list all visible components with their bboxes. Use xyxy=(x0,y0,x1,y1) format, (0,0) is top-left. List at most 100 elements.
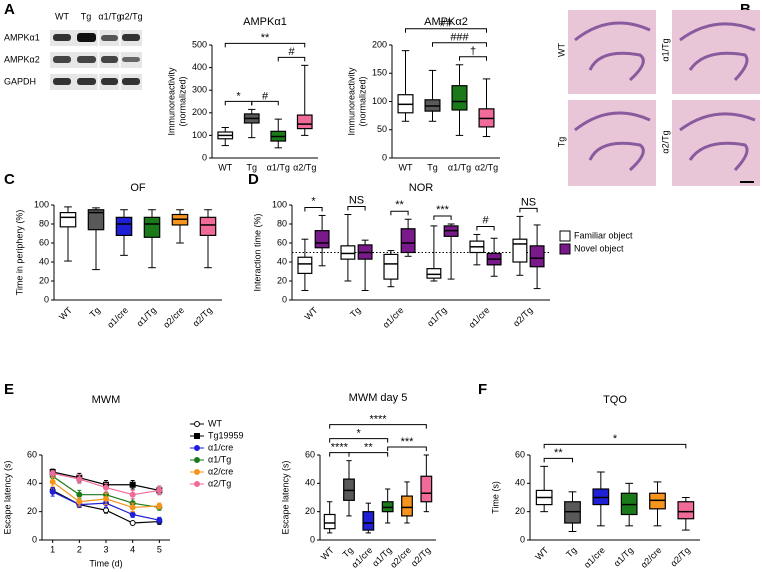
significance-label: ### xyxy=(450,32,469,44)
marker xyxy=(103,495,109,502)
chart-title: OF xyxy=(130,182,146,194)
panel-letter: D xyxy=(248,171,259,188)
y-axis-label: Time in periphery (%) xyxy=(14,210,24,296)
marker xyxy=(49,478,56,485)
box xyxy=(400,228,416,254)
legend-label: Novel object xyxy=(574,243,624,253)
legend-label: α1/Tg xyxy=(208,454,231,464)
x-tick-label: α1/cre xyxy=(105,305,130,330)
x-tick-label: Tg xyxy=(246,162,257,172)
marker xyxy=(129,520,136,526)
marker xyxy=(103,507,109,514)
y-tick-label: 20 xyxy=(39,275,49,285)
significance-label: *** xyxy=(436,204,450,216)
significance-bracket xyxy=(348,452,389,457)
x-tick-label: 4 xyxy=(130,544,135,554)
band xyxy=(101,35,118,41)
marker xyxy=(49,470,56,477)
band xyxy=(77,78,96,85)
marker xyxy=(156,487,163,494)
x-axis-label: Time (d) xyxy=(89,558,122,568)
x-tick-label: α1/cre xyxy=(381,305,406,330)
y-tick-label: 80 xyxy=(39,218,49,228)
y-tick-label: 500 xyxy=(192,39,207,49)
significance-label: # xyxy=(262,90,269,102)
y-tick-label: 100 xyxy=(272,199,287,209)
western-blot: WT Tg α1/Tg α2/Tg AMPKα1 AMPKα2 GAPDH xyxy=(4,11,143,92)
legend-marker xyxy=(194,445,200,451)
marker xyxy=(129,504,136,511)
band xyxy=(53,34,71,41)
y-tick-label: 0 xyxy=(282,294,287,304)
section-label: α2/Tg xyxy=(660,130,670,153)
box xyxy=(383,253,399,280)
marker xyxy=(156,503,163,509)
significance-bracket xyxy=(277,56,306,62)
x-tick-label: α2/Tg xyxy=(475,162,498,172)
cell-layer xyxy=(574,21,651,82)
box xyxy=(512,238,528,263)
x-tick-label: α1/cre xyxy=(350,545,375,570)
y-tick-label: 60 xyxy=(515,449,525,459)
y-tick-label: 40 xyxy=(39,256,49,266)
significance-bracket xyxy=(543,443,687,449)
section-label: α1/Tg xyxy=(660,38,670,61)
row-label: AMPKα2 xyxy=(4,54,40,64)
band xyxy=(77,33,96,42)
chart-title: AMPKα1 xyxy=(243,16,287,28)
marker xyxy=(129,491,136,498)
lane-label: α1/Tg xyxy=(98,11,121,21)
x-tick-label: Tg xyxy=(341,545,356,560)
legend-marker xyxy=(194,421,200,427)
y-tick-label: 60 xyxy=(305,449,315,459)
significance-bracket xyxy=(329,438,389,443)
x-tick-label: α1/cre xyxy=(582,545,607,570)
x-tick-label: α1/cre xyxy=(467,305,492,330)
y-tick-label: 100 xyxy=(192,130,207,140)
box xyxy=(297,256,313,274)
significance-bracket xyxy=(390,210,409,216)
section-label: Tg xyxy=(556,137,566,148)
cell-layer xyxy=(679,22,756,82)
cell-layer xyxy=(574,111,651,172)
significance-bracket xyxy=(459,56,487,61)
y-tick-label: 40 xyxy=(305,478,315,488)
significance-label: ** xyxy=(261,32,270,44)
x-tick-label: α1/Tg xyxy=(612,545,635,568)
y-tick-label: 400 xyxy=(192,62,207,72)
y-axis-label: Immunoreactivity xyxy=(346,67,356,136)
significance-bracket xyxy=(519,207,538,213)
marker xyxy=(103,484,109,491)
y-tick-label: 200 xyxy=(372,39,387,49)
lane-label: α2/Tg xyxy=(119,11,142,21)
marker xyxy=(76,491,83,498)
legend-marker xyxy=(194,481,200,487)
x-tick-label: WT xyxy=(533,545,550,562)
significance-bracket xyxy=(387,446,427,451)
x-tick-label: 1 xyxy=(50,544,55,554)
significance-label: **** xyxy=(331,442,349,454)
y-axis-label: (normalized) xyxy=(177,76,187,126)
significance-label: # xyxy=(288,46,295,58)
x-tick-label: α2/Tg xyxy=(668,545,691,568)
significance-bracket xyxy=(329,424,427,429)
legend-label: Tg19959 xyxy=(208,430,244,440)
legend-label: WT xyxy=(208,418,222,428)
significance-bracket xyxy=(304,206,323,212)
y-tick-label: 20 xyxy=(27,506,37,516)
x-tick-label: α1/Tg xyxy=(135,305,158,328)
box xyxy=(362,511,375,531)
chart-title: NOR xyxy=(409,182,434,194)
section-image xyxy=(672,10,760,94)
box xyxy=(143,216,161,238)
significance-bracket xyxy=(433,215,452,220)
marker xyxy=(49,488,56,495)
panel-letter: A xyxy=(4,1,15,18)
box xyxy=(677,501,695,520)
y-tick-label: 20 xyxy=(515,506,525,516)
box xyxy=(529,245,545,268)
x-tick-label: 2 xyxy=(77,544,82,554)
panel-letter: F xyxy=(478,381,487,398)
y-tick-label: 80 xyxy=(277,218,287,228)
y-tick-label: 100 xyxy=(372,96,387,106)
